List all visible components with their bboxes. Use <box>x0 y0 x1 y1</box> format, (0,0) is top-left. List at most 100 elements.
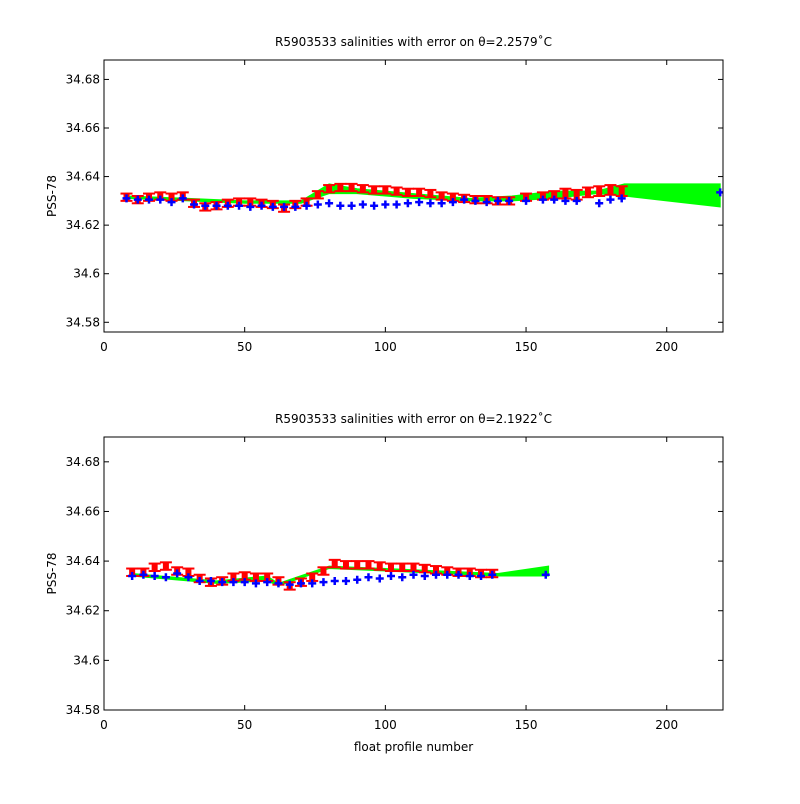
error-bar <box>390 186 403 196</box>
float-salinity-point <box>482 198 491 207</box>
chart-title: R5903533 salinities with error on θ=2.25… <box>275 34 552 49</box>
float-salinity-point <box>145 195 154 204</box>
float-salinity-point <box>561 196 570 205</box>
float-salinity-point <box>246 202 255 211</box>
x-tick-label: 200 <box>655 340 678 354</box>
float-salinity-point <box>432 570 441 579</box>
float-salinity-point <box>471 196 480 205</box>
float-salinity-point <box>167 198 176 207</box>
y-tick-label: 34.6 <box>73 653 100 667</box>
float-salinity-point <box>550 195 559 204</box>
float-salinity-point <box>426 199 435 208</box>
x-tick-label: 0 <box>100 340 108 354</box>
y-tick-label: 34.64 <box>66 170 100 184</box>
float-salinity-point <box>541 570 550 579</box>
float-salinity-point <box>173 569 182 578</box>
error-bar <box>311 190 324 200</box>
float-salinity-point <box>409 570 418 579</box>
error-bar <box>356 184 369 194</box>
float-salinity-point <box>460 195 469 204</box>
float-salinity-point <box>251 579 260 588</box>
float-salinity-point <box>218 578 227 587</box>
error-bar <box>362 560 375 570</box>
float-salinity-point <box>415 198 424 207</box>
float-salinity-point <box>398 573 407 582</box>
float-salinity-point <box>325 199 334 208</box>
float-salinity-point <box>150 571 159 580</box>
float-salinity-point <box>617 194 626 203</box>
float-salinity-point <box>302 201 311 210</box>
float-salinity-point <box>595 199 604 208</box>
float-salinity-point <box>139 570 148 579</box>
float-salinity-point <box>420 571 429 580</box>
x-tick-label: 150 <box>515 340 538 354</box>
float-salinity-point <box>347 201 356 210</box>
float-salinity-point <box>206 576 215 585</box>
error-bar <box>384 562 397 573</box>
error-bar <box>615 185 628 197</box>
x-axis-label: float profile number <box>354 740 473 754</box>
float-salinity-point <box>448 198 457 207</box>
float-salinity-point <box>190 200 199 209</box>
float-salinity-point <box>353 575 362 584</box>
float-salinity-point <box>403 199 412 208</box>
float-salinity-point <box>538 195 547 204</box>
float-salinity-point <box>161 573 170 582</box>
float-salinity-point <box>223 201 232 210</box>
error-bar <box>351 560 364 570</box>
error-bar <box>368 185 381 195</box>
float-salinity-point <box>268 202 277 211</box>
error-bar <box>317 566 330 576</box>
float-salinity-point <box>212 201 221 210</box>
float-salinity-point <box>229 578 238 587</box>
y-axis-label: PSS-78 <box>45 175 59 217</box>
float-salinity-point <box>291 202 300 211</box>
error-bar <box>373 561 386 571</box>
error-bar <box>396 562 409 573</box>
y-tick-label: 34.62 <box>66 604 100 618</box>
y-tick-label: 34.58 <box>66 315 100 329</box>
float-salinity-point <box>330 576 339 585</box>
float-salinity-point <box>280 202 289 211</box>
float-salinity-point <box>364 573 373 582</box>
error-bar <box>424 188 437 199</box>
float-salinity-point <box>454 570 463 579</box>
y-tick-label: 34.64 <box>66 554 100 568</box>
y-tick-label: 34.62 <box>66 218 100 232</box>
error-bar <box>328 558 341 569</box>
axes-box <box>103 436 724 711</box>
float-salinity-point <box>122 194 131 203</box>
float-salinity-point <box>522 196 531 205</box>
error-bar <box>345 182 358 193</box>
float-salinity-point <box>240 578 249 587</box>
plot-bottom: 0 50 100 150 200 34.58 34.6 34.62 34.64 34.66 34.6… <box>45 411 724 754</box>
plot-top: 0 50 100 150 200 34.58 34.6 34.62 34.64 34.66 34.6… <box>45 34 724 354</box>
float-salinity-point <box>274 579 283 588</box>
plot-data-area <box>120 182 723 213</box>
float-salinity-point <box>375 574 384 583</box>
x-tick-label: 100 <box>374 340 397 354</box>
error-bar <box>593 185 606 197</box>
x-tick-label: 150 <box>515 718 538 732</box>
float-salinity-point <box>341 576 350 585</box>
float-salinity-point <box>263 578 272 587</box>
float-salinity-point <box>319 578 328 587</box>
error-bar <box>379 185 392 195</box>
y-axis-label: PSS-78 <box>45 552 59 594</box>
float-salinity-point <box>358 200 367 209</box>
float-salinity-point <box>443 570 452 579</box>
float-salinity-point <box>392 200 401 209</box>
error-bar <box>334 182 347 193</box>
y-tick-label: 34.6 <box>73 267 100 281</box>
error-bar <box>604 184 617 196</box>
float-salinity-point <box>156 195 165 204</box>
float-salinity-point <box>257 201 266 210</box>
y-tick-label: 34.68 <box>66 455 100 469</box>
x-tick-label: 200 <box>655 718 678 732</box>
float-salinity-point <box>195 576 204 585</box>
y-tick-label: 34.58 <box>66 703 100 717</box>
float-salinity-point <box>184 573 193 582</box>
float-salinity-point <box>336 201 345 210</box>
x-tick-label: 50 <box>237 340 252 354</box>
